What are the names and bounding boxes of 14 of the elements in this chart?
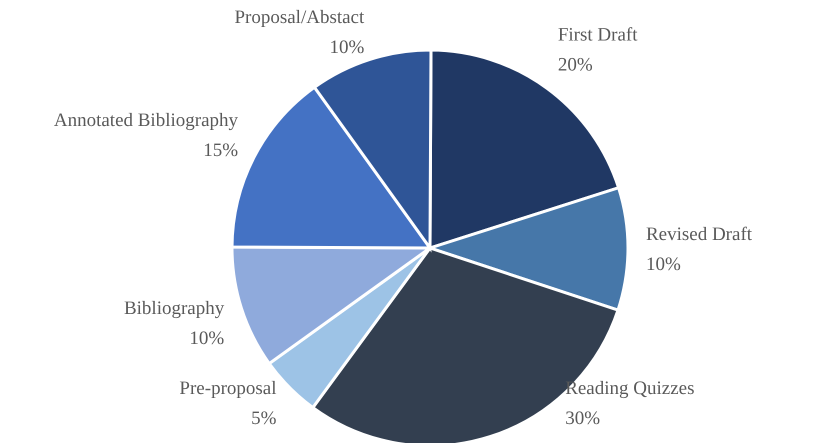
data-label: 5% <box>251 408 277 429</box>
slice-label: Bibliography <box>124 298 225 319</box>
data-label: 30% <box>565 408 600 429</box>
slice-label: Reading Quizzes <box>565 378 694 399</box>
data-label: 10% <box>329 37 364 58</box>
data-label: 20% <box>558 54 593 76</box>
slice-label: Proposal/Abstact <box>234 7 365 28</box>
slice-label: First Draft <box>558 24 638 46</box>
data-label: 15% <box>203 140 238 162</box>
slice-label: Pre-proposal <box>179 378 277 399</box>
slice-label: Annotated Bibliography <box>54 110 239 132</box>
data-label: 10% <box>646 254 681 276</box>
data-label: 10% <box>189 328 224 349</box>
slice-label: Revised Draft <box>646 224 753 246</box>
